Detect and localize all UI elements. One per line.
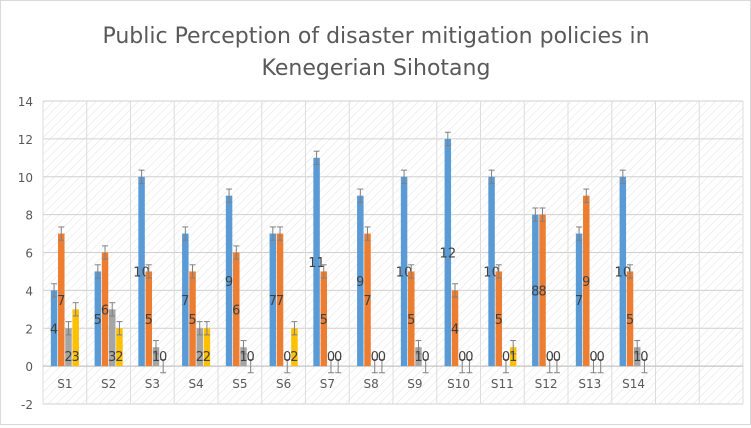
x-tick-label: S9 <box>407 377 422 391</box>
data-label: 0 <box>378 350 386 365</box>
y-tick-label: 2 <box>25 322 33 336</box>
x-tick-label: S8 <box>363 377 378 391</box>
data-label: 12 <box>440 247 457 262</box>
plot-area: -2024681012144723S15632S210510S37522S496… <box>18 95 743 412</box>
data-label: 4 <box>451 322 459 337</box>
data-label: 0 <box>422 350 430 365</box>
data-label: 2 <box>115 350 123 365</box>
data-label: 3 <box>72 350 80 365</box>
y-tick-label: 14 <box>18 95 33 109</box>
data-label: 5 <box>407 313 415 328</box>
x-tick-label: S2 <box>101 377 116 391</box>
data-label: 7 <box>575 294 583 309</box>
x-tick-label: S14 <box>622 377 645 391</box>
x-tick-label: S3 <box>145 377 160 391</box>
data-label: 2 <box>290 350 298 365</box>
data-label: 5 <box>320 313 328 328</box>
data-label: 7 <box>181 294 189 309</box>
data-label: 4 <box>50 322 58 337</box>
data-label: 0 <box>465 350 473 365</box>
data-label: 5 <box>188 313 196 328</box>
chart-title: Public Perception of disaster mitigation… <box>102 24 649 49</box>
y-tick-label: -2 <box>21 398 33 412</box>
data-label: 0 <box>247 350 255 365</box>
data-label: 0 <box>553 350 561 365</box>
data-label: 9 <box>225 275 233 290</box>
x-tick-label: S1 <box>57 377 72 391</box>
y-tick-label: 8 <box>25 209 33 223</box>
y-tick-label: 10 <box>18 171 33 185</box>
data-label: 7 <box>363 294 371 309</box>
x-tick-label: S6 <box>276 377 291 391</box>
y-tick-label: 0 <box>25 360 33 374</box>
x-tick-label: S11 <box>491 377 514 391</box>
data-label: 11 <box>308 256 325 271</box>
data-label: 8 <box>538 284 546 299</box>
data-label: 5 <box>145 313 153 328</box>
data-label: 6 <box>101 303 109 318</box>
y-tick-label: 12 <box>18 133 33 147</box>
data-label: 7 <box>276 294 284 309</box>
data-label: 7 <box>57 294 65 309</box>
x-tick-label: S7 <box>320 377 335 391</box>
data-label: 1 <box>509 350 517 365</box>
data-label: 9 <box>356 275 364 290</box>
x-tick-label: S12 <box>535 377 558 391</box>
data-label: 0 <box>334 350 342 365</box>
x-tick-label: S4 <box>188 377 203 391</box>
data-label: 0 <box>597 350 605 365</box>
data-label: 0 <box>640 350 648 365</box>
x-tick-label: S10 <box>447 377 470 391</box>
data-label: 2 <box>203 350 211 365</box>
data-label: 6 <box>232 303 240 318</box>
x-tick-label: S13 <box>578 377 601 391</box>
data-label: 5 <box>495 313 503 328</box>
y-tick-label: 6 <box>25 247 33 261</box>
chart-title-line-2: Kenegerian Sihotang <box>262 56 491 81</box>
y-tick-label: 4 <box>25 284 33 298</box>
x-tick-label: S5 <box>232 377 247 391</box>
data-label: 9 <box>582 275 590 290</box>
data-label: 5 <box>626 313 634 328</box>
data-label: 0 <box>159 350 167 365</box>
